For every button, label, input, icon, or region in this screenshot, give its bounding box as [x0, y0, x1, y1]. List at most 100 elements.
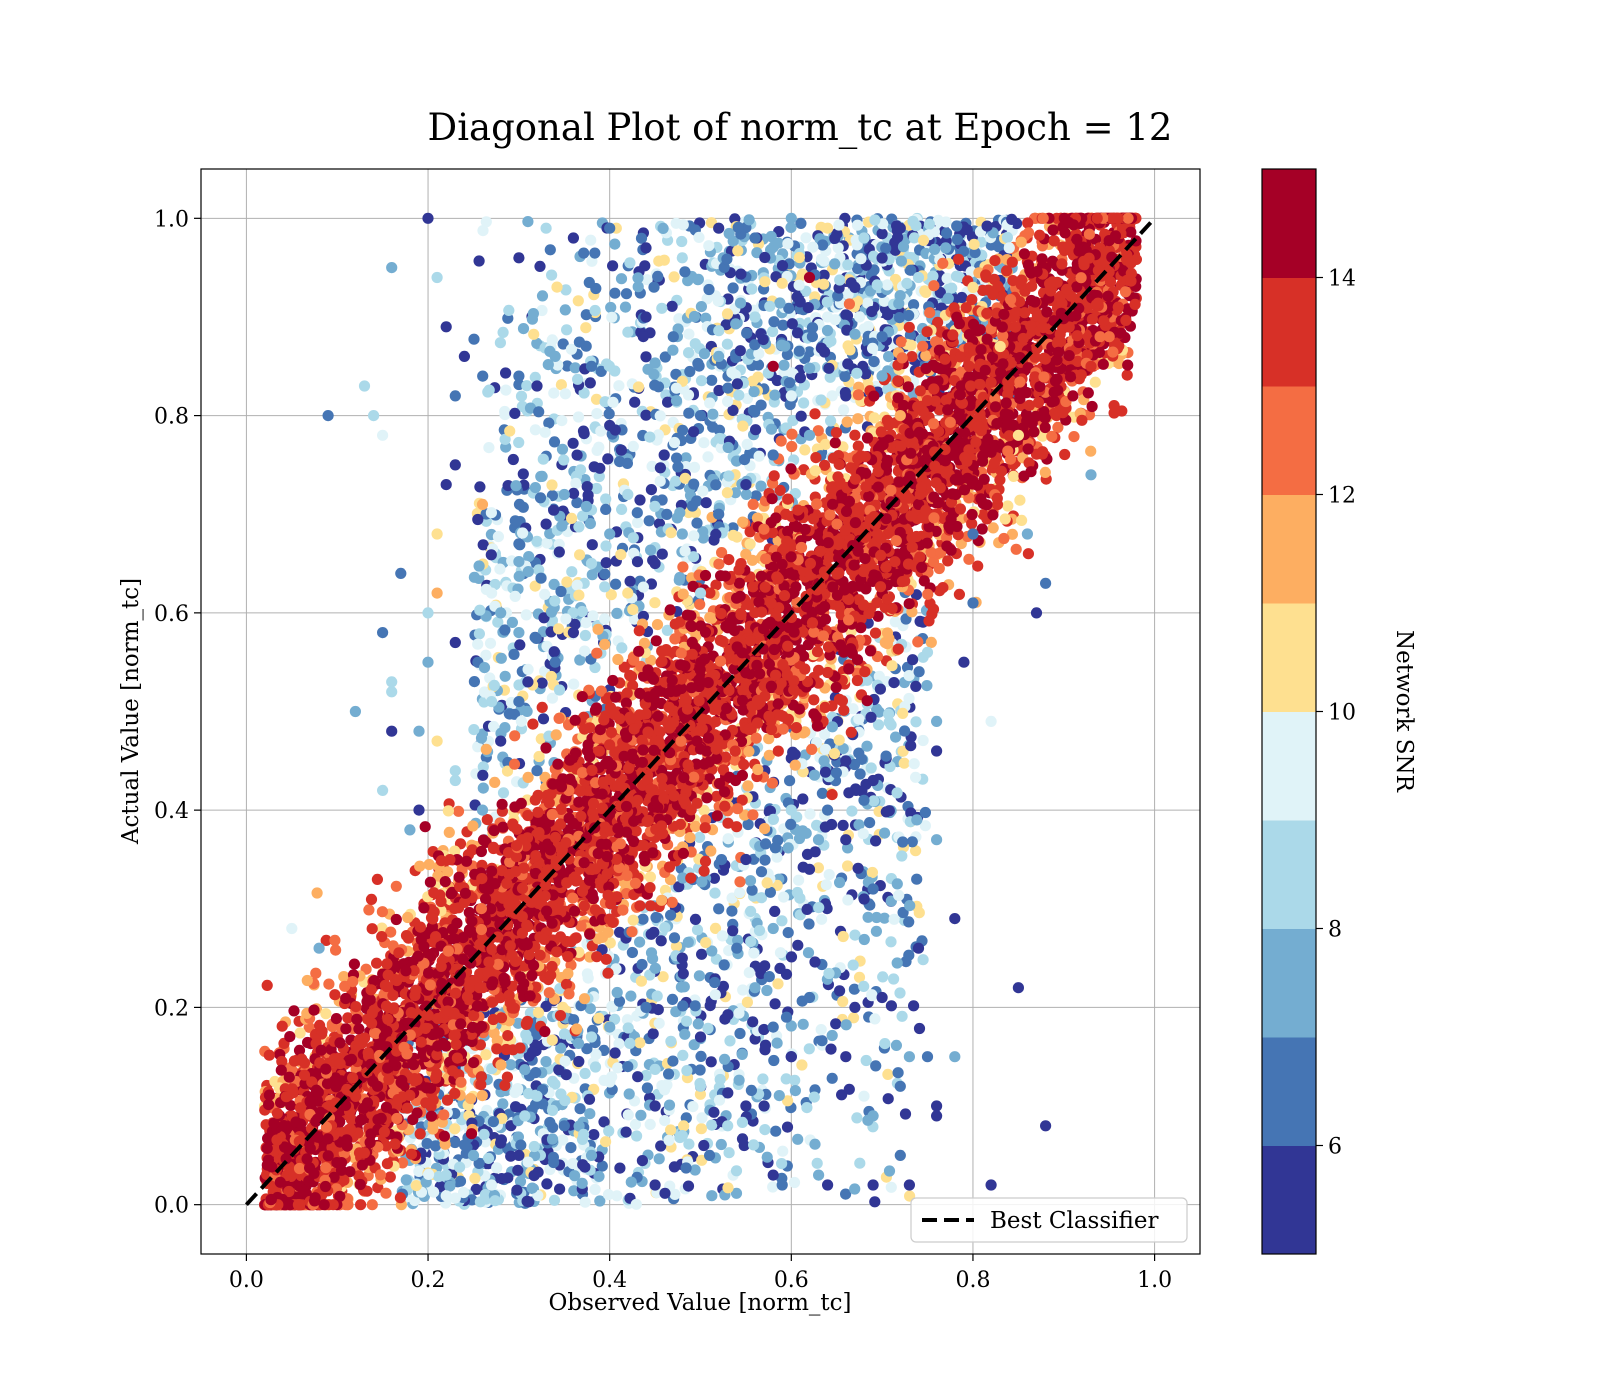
scatter-point — [808, 1091, 820, 1103]
scatter-point — [937, 257, 949, 269]
scatter-point — [821, 324, 834, 337]
scatter-point — [774, 947, 787, 959]
scatter-point — [747, 375, 759, 387]
scatter-point — [709, 887, 721, 899]
scatter-point — [737, 420, 749, 432]
scatter-point — [517, 501, 529, 513]
scatter-point — [532, 1166, 544, 1178]
scatter-point — [715, 854, 728, 866]
scatter-point — [572, 373, 584, 385]
scatter-point — [745, 936, 757, 948]
scatter-point — [478, 1128, 490, 1140]
scatter-point — [371, 873, 383, 886]
scatter-point — [910, 771, 922, 783]
scatter-point — [573, 589, 585, 601]
scatter-point — [879, 1038, 891, 1050]
scatter-point — [735, 268, 747, 280]
scatter-point — [913, 666, 925, 678]
scatter-point — [644, 1118, 656, 1130]
scatter-point — [747, 498, 759, 510]
scatter-point — [911, 873, 923, 885]
scatter-point — [854, 1157, 866, 1169]
scatter-point — [898, 757, 910, 769]
scatter-point — [603, 408, 615, 420]
scatter-point — [809, 956, 821, 968]
scatter-point — [786, 318, 798, 330]
scatter-point — [759, 823, 771, 835]
scatter-point — [584, 518, 597, 530]
scatter-point — [862, 320, 874, 333]
scatter-point — [615, 444, 628, 456]
scatter-point — [511, 1084, 524, 1096]
scatter-point — [488, 679, 500, 692]
scatter-point — [261, 979, 273, 992]
scatter-point — [686, 500, 699, 512]
scatter-point — [546, 1133, 559, 1145]
scatter-point — [428, 1186, 440, 1198]
scatter-point — [823, 869, 835, 881]
scatter-point — [833, 734, 845, 746]
scatter-point — [722, 441, 734, 454]
scatter-point — [613, 380, 625, 392]
scatter-point — [771, 1037, 783, 1049]
scatter-point — [748, 1139, 760, 1151]
scatter-point — [429, 1140, 442, 1152]
scatter-point — [759, 1124, 771, 1136]
scatter-point — [400, 1174, 412, 1186]
scatter-point — [871, 911, 883, 924]
scatter-point — [668, 436, 681, 449]
scatter-point — [834, 985, 846, 997]
scatter-point — [714, 1073, 726, 1086]
scatter-point — [886, 660, 898, 672]
scatter-point — [573, 1055, 585, 1068]
scatter-point — [809, 1138, 821, 1150]
scatter-point — [649, 1063, 661, 1075]
scatter-point — [654, 462, 667, 474]
scatter-point — [659, 1115, 671, 1127]
scatter-point — [699, 855, 712, 868]
scatter-point — [679, 1028, 691, 1040]
scatter-point — [794, 296, 806, 308]
scatter-point — [653, 1153, 665, 1165]
scatter-point — [530, 1067, 542, 1079]
scatter-point — [773, 1090, 785, 1102]
scatter-point — [506, 616, 518, 629]
scatter-point — [581, 481, 593, 493]
scatter-point — [800, 827, 812, 839]
scatter-point — [539, 588, 551, 601]
scatter-point — [468, 676, 480, 688]
scatter-point — [519, 1064, 531, 1076]
scatter-point — [793, 345, 805, 357]
scatter-point — [1001, 231, 1014, 244]
scatter-point — [698, 437, 710, 449]
scatter-point — [845, 726, 857, 739]
scatter-point — [772, 978, 784, 990]
scatter-point — [900, 956, 912, 968]
scatter-point — [499, 670, 511, 682]
scatter-point — [829, 232, 841, 244]
scatter-point — [503, 304, 515, 316]
scatter-point — [548, 504, 560, 516]
scatter-point — [852, 440, 864, 452]
scatter-point — [741, 438, 753, 450]
scatter-point — [566, 566, 578, 578]
scatter-point — [799, 444, 811, 456]
scatter-point — [852, 862, 864, 874]
scatter-point — [956, 291, 968, 304]
scatter-point — [577, 425, 590, 437]
scatter-point — [663, 1099, 676, 1111]
scatter-point — [549, 1078, 561, 1090]
scatter-point — [911, 814, 923, 826]
scatter-point — [781, 1121, 794, 1133]
scatter-point — [423, 1168, 435, 1180]
scatter-point — [659, 922, 671, 934]
scatter-point — [467, 820, 479, 832]
scatter-point — [482, 386, 494, 398]
scatter-point — [694, 831, 706, 844]
scatter-point — [599, 581, 611, 593]
scatter-point — [656, 302, 668, 314]
scatter-point — [842, 259, 854, 271]
scatter-point — [683, 407, 695, 419]
scatter-point — [558, 454, 570, 466]
scatter-point — [733, 389, 745, 401]
